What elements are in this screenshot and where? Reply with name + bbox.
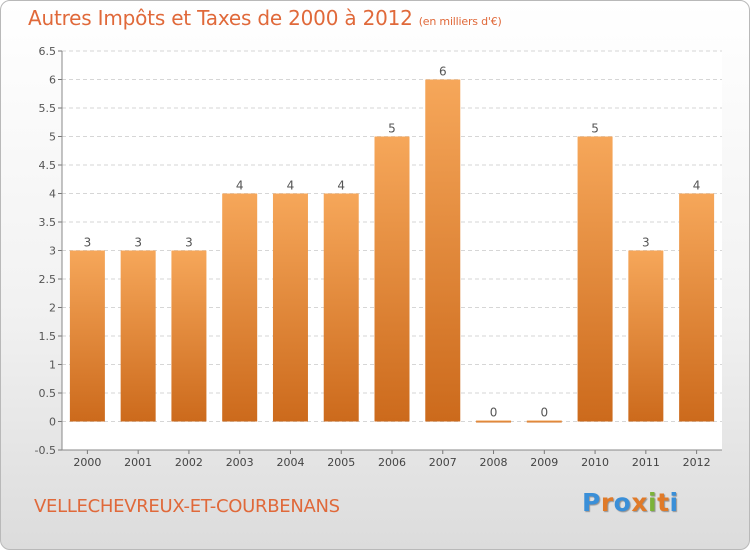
y-tick-label: 6 — [49, 74, 56, 87]
data-label-2007: 6 — [439, 65, 447, 79]
data-label-2001: 3 — [134, 236, 142, 250]
y-tick-label: 1 — [49, 359, 56, 372]
y-tick-label: -0.5 — [35, 444, 56, 457]
data-label-2006: 5 — [388, 122, 396, 136]
bar-2008 — [476, 420, 512, 423]
y-tick-label: 3.5 — [39, 216, 57, 229]
x-tick-label-2002: 2002 — [175, 456, 203, 469]
commune-name: VELLECHEVREUX-ET-COURBENANS — [34, 496, 340, 517]
x-tick-label-2012: 2012 — [683, 456, 711, 469]
data-label-2009: 0 — [540, 406, 548, 420]
x-tick-label-2003: 2003 — [226, 456, 254, 469]
y-tick-label: 0.5 — [39, 387, 57, 400]
y-tick-label: 4 — [49, 188, 56, 201]
data-label-2002: 3 — [185, 236, 193, 250]
chart-title-text: Autres Impôts et Taxes de 2000 à 2012 — [28, 6, 413, 30]
y-tick-label: 5 — [49, 131, 56, 144]
y-tick-label: 2 — [49, 302, 56, 315]
y-tick-label: 6.5 — [39, 45, 57, 58]
data-label-2004: 4 — [287, 179, 295, 193]
bar-2010 — [577, 136, 613, 422]
logo-letter: i — [669, 488, 679, 517]
x-tick-label-2007: 2007 — [429, 456, 457, 469]
bar-2007 — [425, 79, 461, 422]
x-tick-label-2005: 2005 — [327, 456, 355, 469]
logo-letter: x — [631, 488, 648, 517]
bar-2011 — [628, 250, 664, 422]
logo-letter: t — [657, 488, 670, 517]
data-label-2011: 3 — [642, 236, 650, 250]
data-label-2008: 0 — [490, 406, 498, 420]
x-tick-label-2011: 2011 — [632, 456, 660, 469]
bar-2004 — [272, 193, 308, 422]
chart-title: Autres Impôts et Taxes de 2000 à 2012 (en… — [28, 6, 502, 30]
y-tick-label: 5.5 — [39, 102, 57, 115]
x-tick-label-2004: 2004 — [276, 456, 304, 469]
logo-letter: P — [582, 488, 601, 517]
data-label-2010: 5 — [591, 122, 599, 136]
bar-2002 — [171, 250, 207, 422]
proxiti-logo: Proxiti — [582, 488, 679, 517]
data-label-2012: 4 — [693, 179, 701, 193]
logo-letter: i — [648, 488, 658, 517]
y-tick-label: 2.5 — [39, 273, 57, 286]
y-tick-label: 4.5 — [39, 159, 57, 172]
logo-letter: r — [600, 488, 614, 517]
logo-letter: o — [613, 488, 632, 517]
y-tick-label: 1.5 — [39, 330, 57, 343]
data-label-2003: 4 — [236, 179, 244, 193]
bar-2012 — [679, 193, 715, 422]
bar-2006 — [374, 136, 410, 422]
y-tick-label: 0 — [49, 416, 56, 429]
data-label-2005: 4 — [337, 179, 345, 193]
x-tick-label-2006: 2006 — [378, 456, 406, 469]
bar-2000 — [69, 250, 105, 422]
bar-2003 — [222, 193, 258, 422]
bar-2001 — [120, 250, 156, 422]
bar-2009 — [526, 420, 562, 423]
x-tick-label-2001: 2001 — [124, 456, 152, 469]
x-tick-label-2000: 2000 — [73, 456, 101, 469]
data-label-2000: 3 — [84, 236, 92, 250]
x-tick-label-2008: 2008 — [480, 456, 508, 469]
y-tick-label: 3 — [49, 245, 56, 258]
x-tick-label-2010: 2010 — [581, 456, 609, 469]
bar-2005 — [323, 193, 359, 422]
x-tick-label-2009: 2009 — [530, 456, 558, 469]
chart-unit-label: (en milliers d'€) — [418, 15, 502, 28]
